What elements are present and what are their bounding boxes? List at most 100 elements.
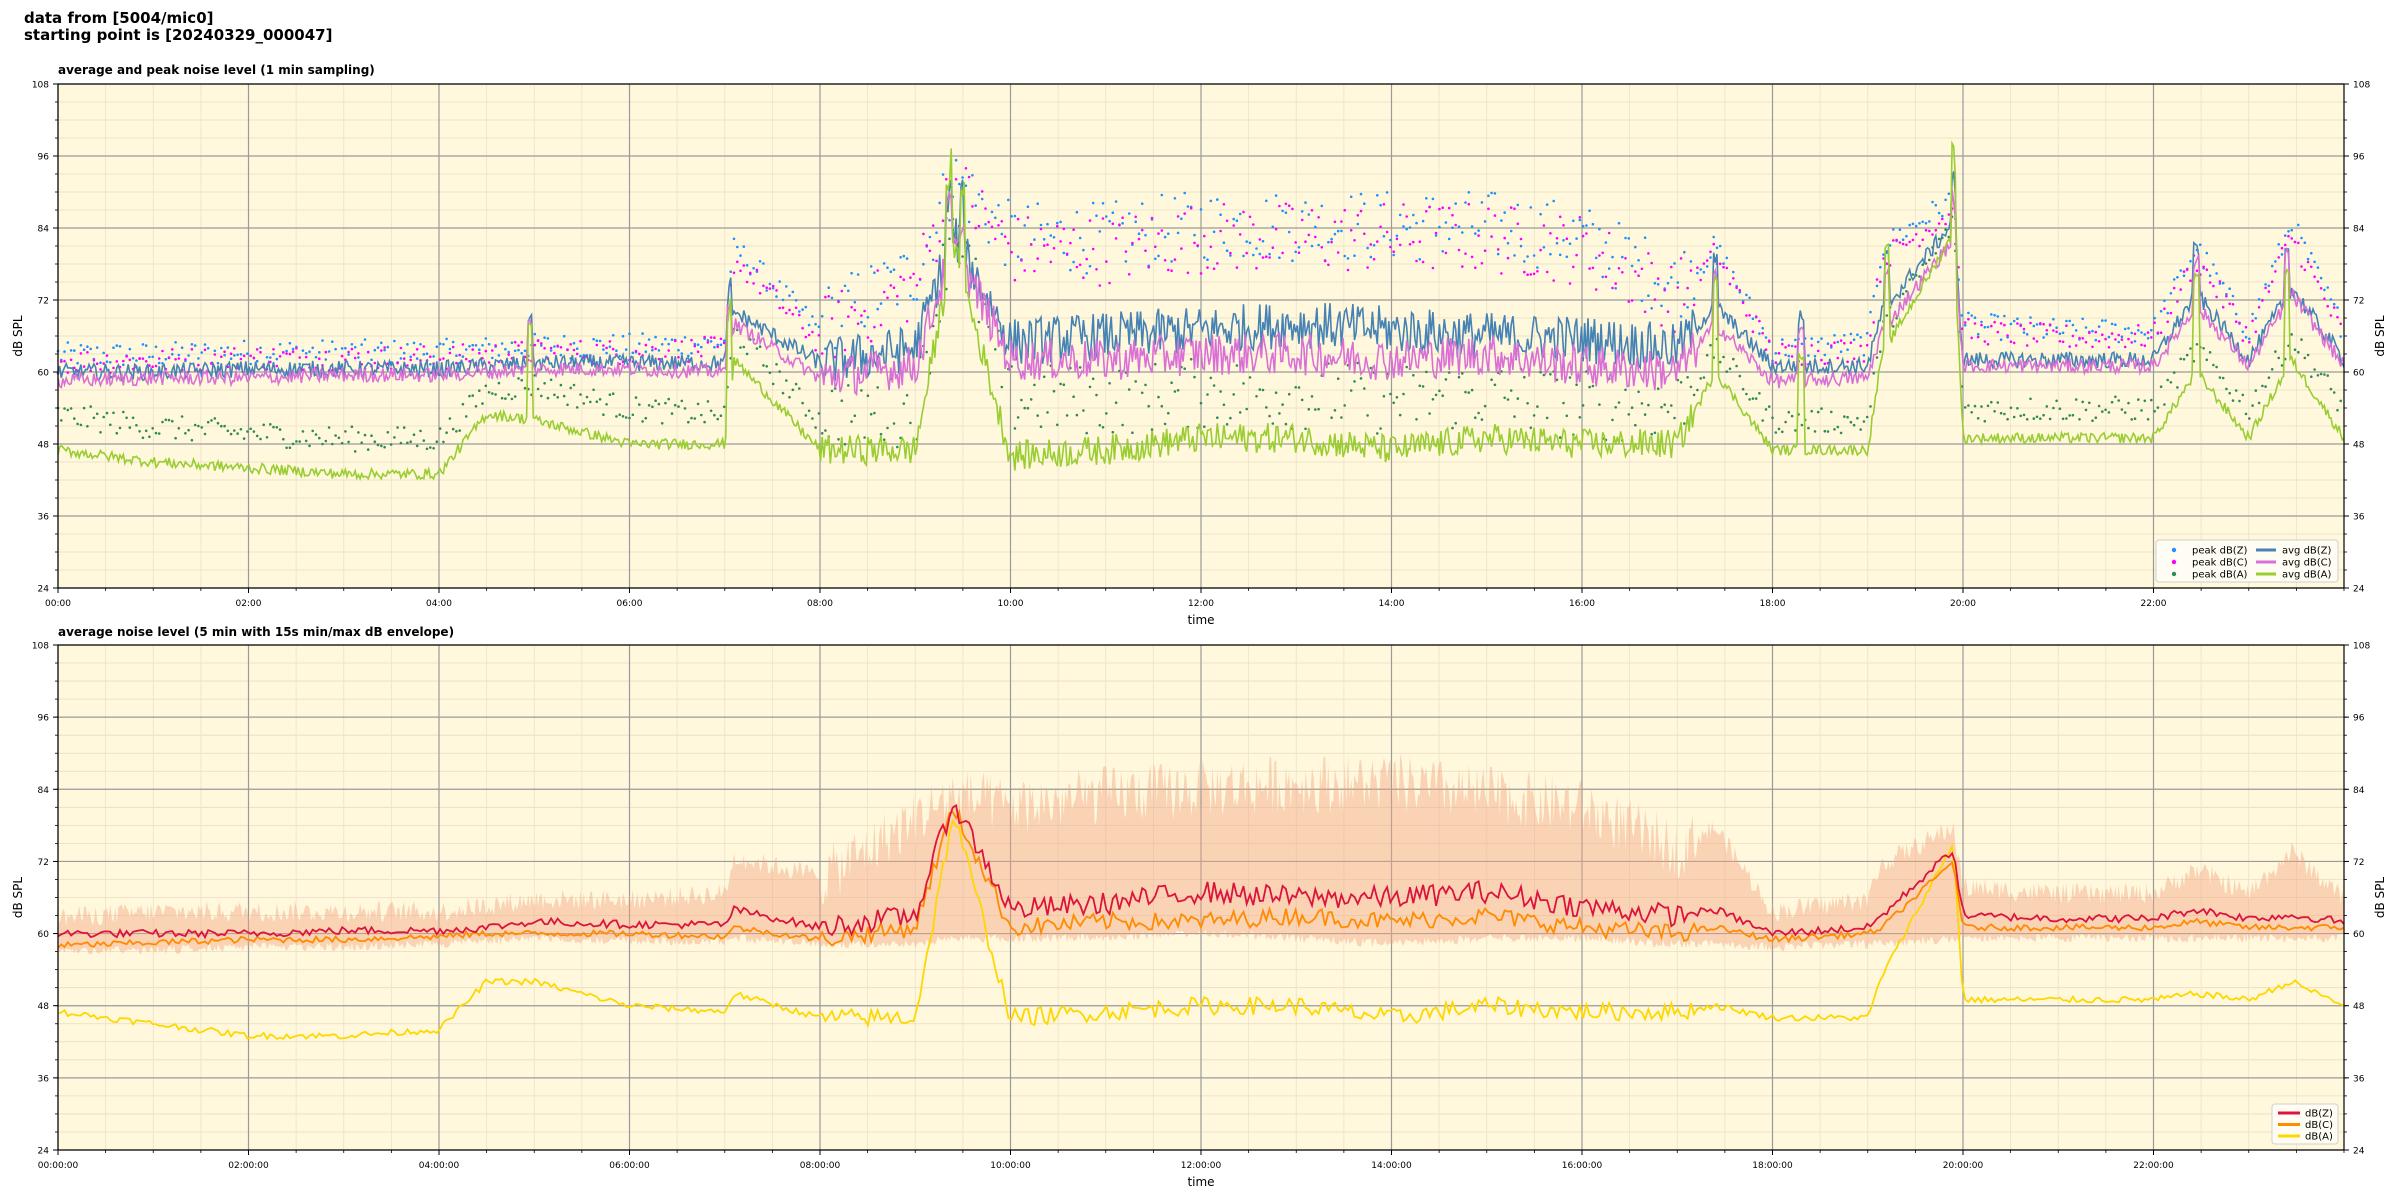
- scatter-point: [2114, 323, 2117, 327]
- scatter-point: [1732, 270, 1735, 274]
- legend-label: peak dB(C): [2192, 558, 2248, 569]
- scatter-point: [2140, 409, 2143, 412]
- scatter-point: [572, 341, 576, 345]
- scatter-point: [2071, 334, 2075, 338]
- scatter-point: [719, 343, 723, 347]
- scatter-point: [1333, 232, 1337, 236]
- scatter-point: [1555, 241, 1559, 245]
- scatter-point: [301, 430, 305, 433]
- scatter-point: [608, 393, 612, 397]
- scatter-point: [1016, 217, 1020, 221]
- scatter-point: [1735, 364, 1738, 368]
- scatter-point: [109, 361, 112, 364]
- scatter-point: [1294, 386, 1297, 389]
- scatter-point: [1774, 431, 1778, 434]
- scatter-point: [974, 204, 977, 207]
- scatter-point: [1865, 331, 1869, 335]
- scatter-point: [1127, 273, 1131, 276]
- scatter-point: [775, 363, 778, 366]
- scatter-point: [899, 255, 902, 259]
- scatter-point: [203, 432, 207, 436]
- scatter-point: [2035, 323, 2039, 326]
- scatter-point: [595, 400, 599, 404]
- x-tick-label: 22:00:00: [2133, 1161, 2174, 1171]
- scatter-point: [1418, 240, 1422, 243]
- scatter-point: [210, 362, 213, 365]
- scatter-point: [429, 355, 432, 359]
- scatter-point: [902, 278, 906, 282]
- scatter-point: [1679, 381, 1683, 384]
- scatter-point: [2029, 316, 2032, 319]
- scatter-point: [771, 286, 775, 290]
- scatter-point: [2231, 294, 2235, 298]
- scatter-point: [1392, 250, 1395, 253]
- scatter-point: [2150, 398, 2153, 402]
- scatter-point: [1310, 244, 1314, 248]
- scatter-point: [1144, 233, 1147, 237]
- scatter-point: [2231, 399, 2235, 402]
- scatter-point: [941, 243, 945, 247]
- scatter-point: [2267, 284, 2271, 288]
- scatter-point: [804, 335, 808, 339]
- scatter-point: [1085, 272, 1088, 275]
- scatter-point: [1826, 342, 1830, 346]
- scatter-point: [487, 342, 491, 346]
- scatter-point: [1532, 254, 1536, 257]
- scatter-point: [1839, 350, 1843, 354]
- scatter-point: [559, 383, 563, 387]
- scatter-point: [660, 343, 664, 346]
- scatter-point: [1186, 205, 1190, 208]
- scatter-point: [1412, 374, 1415, 377]
- scatter-point: [673, 403, 677, 407]
- scatter-point: [517, 348, 520, 352]
- scatter-point: [1441, 250, 1444, 253]
- scatter-point: [135, 424, 138, 427]
- scatter-point: [706, 341, 710, 344]
- scatter-point: [1767, 339, 1771, 343]
- scatter-point: [79, 423, 83, 427]
- scatter-point: [853, 414, 857, 418]
- scatter-point: [1565, 255, 1569, 259]
- scatter-point: [752, 282, 755, 285]
- scatter-point: [1088, 385, 1092, 389]
- scatter-point: [745, 264, 749, 267]
- scatter-point: [2248, 337, 2251, 341]
- scatter-point: [716, 343, 719, 347]
- scatter-point: [1281, 403, 1284, 406]
- scatter-point: [1229, 254, 1232, 257]
- scatter-point: [1718, 360, 1722, 364]
- scatter-point: [1640, 267, 1644, 271]
- scatter-point: [1999, 322, 2003, 325]
- scatter-point: [1124, 260, 1128, 263]
- scatter-point: [255, 359, 259, 363]
- scatter-point: [1862, 360, 1866, 363]
- scatter-point: [2303, 268, 2307, 272]
- scatter-point: [1114, 200, 1118, 203]
- scatter-point: [1656, 277, 1660, 280]
- scatter-point: [1702, 262, 1706, 265]
- scatter-point: [2120, 408, 2124, 411]
- scatter-point: [1963, 406, 1967, 409]
- scatter-point: [2195, 269, 2199, 273]
- scatter-point: [801, 326, 804, 330]
- scatter-point: [1493, 383, 1497, 387]
- scatter-point: [402, 351, 406, 355]
- scatter-point: [1349, 195, 1353, 199]
- scatter-point: [86, 345, 89, 349]
- scatter-point: [1438, 207, 1441, 211]
- scatter-point: [1852, 338, 1856, 342]
- scatter-point: [1676, 378, 1680, 382]
- scatter-point: [318, 436, 321, 440]
- scatter-point: [706, 339, 710, 342]
- scatter-point: [1023, 406, 1026, 410]
- scatter-point: [1212, 384, 1216, 387]
- scatter-point: [138, 357, 141, 361]
- scatter-point: [941, 219, 945, 222]
- scatter-point: [2078, 418, 2081, 421]
- scatter-point: [1836, 425, 1840, 429]
- scatter-point: [1000, 232, 1004, 236]
- scatter-point: [288, 446, 292, 450]
- scatter-point: [409, 358, 413, 362]
- scatter-point: [853, 300, 857, 304]
- scatter-point: [154, 431, 158, 435]
